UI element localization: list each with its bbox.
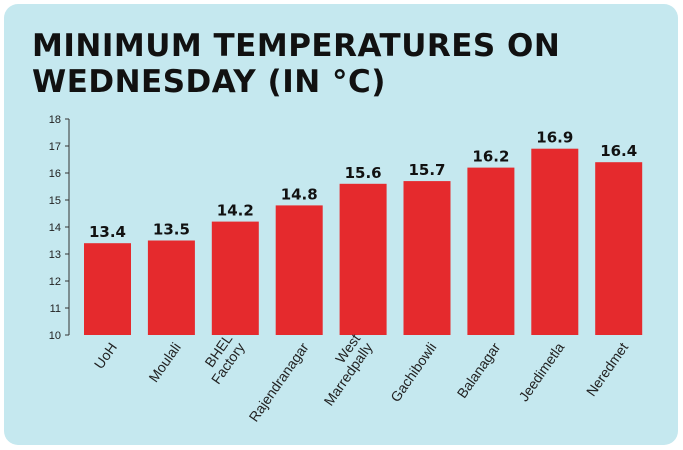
data-label: 16.2 <box>472 148 509 166</box>
category-label: UoH <box>91 340 120 372</box>
bar <box>147 240 195 335</box>
y-tick-label: 11 <box>50 303 61 315</box>
category-label-line: Jeedimetla <box>515 339 567 404</box>
bar <box>467 167 515 335</box>
data-label: 15.7 <box>408 161 445 179</box>
data-label: 16.4 <box>600 142 637 160</box>
bar <box>84 243 131 335</box>
data-label: 13.5 <box>153 221 190 239</box>
bar <box>211 221 259 335</box>
category-label: WestMarredpally <box>308 331 375 409</box>
chart-title-line-1: MINIMUM TEMPERATURES ON <box>32 28 561 64</box>
data-label: 13.4 <box>89 223 126 241</box>
y-tick-label: 18 <box>49 114 61 126</box>
chart-title-line-2: WEDNESDAY (IN °C) <box>32 64 386 100</box>
y-tick-label: 16 <box>49 168 61 180</box>
data-label: 14.2 <box>217 202 254 220</box>
category-label-line: Balanagar <box>454 339 504 401</box>
y-tick-label: 14 <box>49 222 61 234</box>
category-label-line: Gachibowli <box>387 340 439 405</box>
y-tick-label: 13 <box>49 249 61 261</box>
bar <box>339 183 387 335</box>
category-label-line: Rajendranagar <box>245 339 311 424</box>
category-label: Rajendranagar <box>245 339 311 424</box>
data-label: 14.8 <box>281 185 318 203</box>
category-label: Moulali <box>145 340 184 386</box>
category-label: Jeedimetla <box>515 339 567 404</box>
bar <box>275 205 323 335</box>
bar <box>531 148 579 335</box>
category-label-line: Neredmet <box>583 339 631 399</box>
category-label: Gachibowli <box>387 340 439 405</box>
category-label-line: Moulali <box>145 340 184 386</box>
category-label: Neredmet <box>583 339 631 399</box>
category-label: BHELFactory <box>196 331 248 387</box>
data-label: 16.9 <box>536 129 573 147</box>
y-tick-label: 12 <box>49 276 61 288</box>
chart-title: MINIMUM TEMPERATURES ON WEDNESDAY (IN °C… <box>32 28 652 100</box>
bar <box>403 181 451 335</box>
category-label-line: UoH <box>91 340 120 372</box>
y-tick-label: 15 <box>49 195 61 207</box>
y-tick-label: 10 <box>49 330 61 342</box>
bar <box>595 162 643 335</box>
y-tick-label: 17 <box>49 141 61 153</box>
category-label: Balanagar <box>454 339 504 401</box>
data-label: 15.6 <box>345 164 382 182</box>
